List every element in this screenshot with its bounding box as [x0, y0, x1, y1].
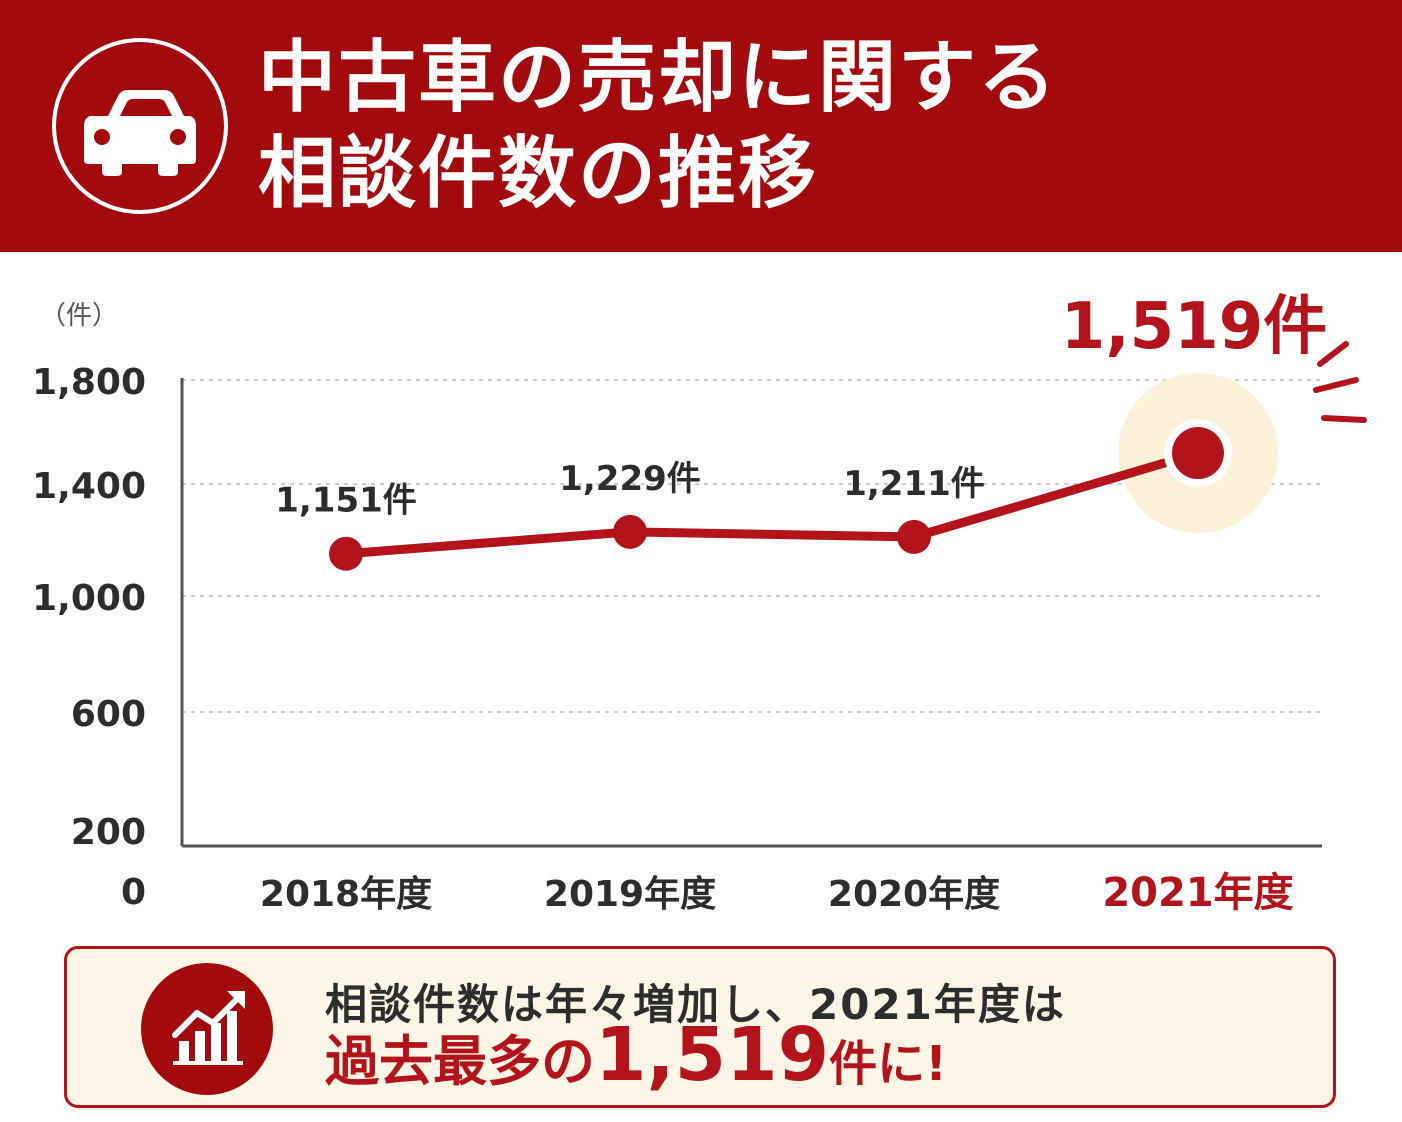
y-tick-label: 0 — [121, 872, 146, 913]
summary-emphasis-suffix: 件に! — [829, 1036, 947, 1092]
emphasis-burst-line — [1317, 341, 1349, 367]
data-point — [897, 519, 931, 554]
emphasis-burst-line — [1313, 377, 1359, 393]
data-label-highlight: 1,519件 — [1061, 290, 1327, 364]
summary-emphasis-number: 1,519 — [595, 1012, 830, 1098]
title-line-2: 相談件数の推移 — [258, 129, 819, 219]
data-label: 1,211件 — [843, 464, 985, 504]
trend-chart-icon — [141, 963, 273, 1095]
x-tick-label: 2020年度 — [828, 874, 1000, 915]
y-tick-label: 200 — [71, 812, 146, 853]
y-tick-label: 1,800 — [32, 362, 146, 403]
line-chart: （件） 0 200 600 1,000 1,400 1,800 1,151件 1,229件 1,2… — [32, 290, 1367, 916]
x-tick-label: 2021年度 — [1102, 870, 1293, 916]
x-tick-label: 2018年度 — [260, 874, 432, 915]
data-label: 1,229件 — [559, 459, 701, 499]
data-point — [329, 536, 363, 571]
header-banner: 中古車の売却に関する 相談件数の推移 — [0, 0, 1402, 252]
series-line — [341, 448, 1203, 559]
summary-line-2: 過去最多の1,519件に! — [325, 1015, 947, 1115]
emphasis-burst-line — [1321, 415, 1367, 423]
page-title: 中古車の売却に関する 相談件数の推移 — [258, 30, 1058, 222]
title-line-1: 中古車の売却に関する — [258, 33, 1059, 123]
x-tick-label: 2019年度 — [544, 874, 716, 915]
car-icon — [52, 38, 228, 214]
y-tick-label: 1,000 — [32, 578, 146, 619]
summary-line-1: 相談件数は年々増加し、2021年度は — [325, 980, 1066, 1029]
data-label: 1,151件 — [275, 481, 417, 521]
summary-emphasis-prefix: 過去最多の — [325, 1030, 595, 1093]
data-point — [613, 514, 647, 549]
summary-callout: 相談件数は年々増加し、2021年度は 過去最多の1,519件に! — [64, 946, 1336, 1108]
y-tick-label: 1,400 — [32, 466, 146, 507]
y-axis-unit-label: （件） — [40, 301, 118, 331]
data-point — [1172, 427, 1224, 480]
y-tick-label: 600 — [71, 694, 146, 735]
